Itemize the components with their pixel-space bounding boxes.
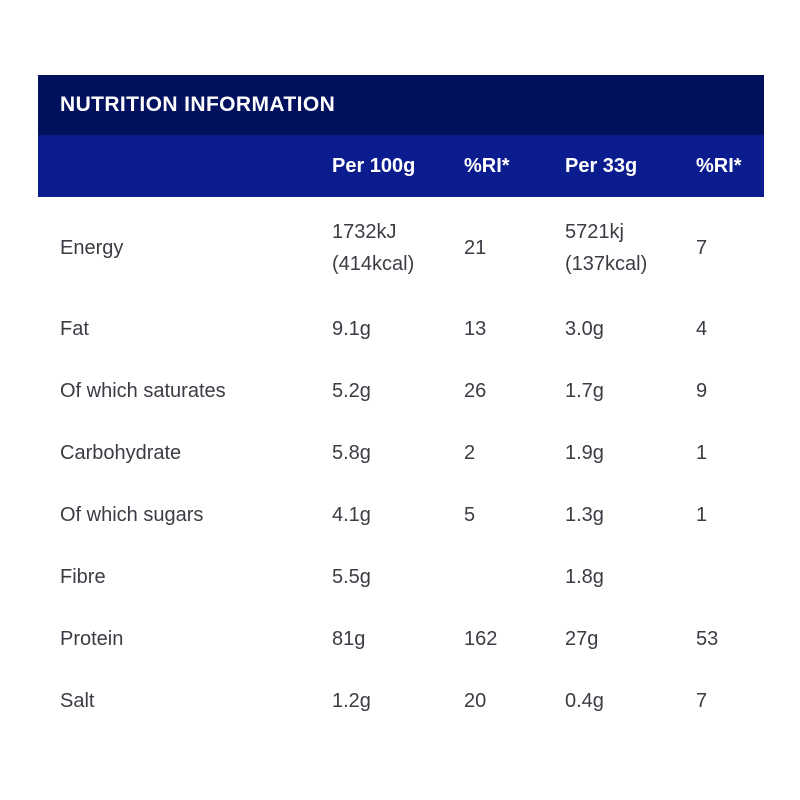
cell-per33g: 3.0g [565,318,604,340]
table-row-salt: Salt 1.2g 20 0.4g 7 [38,670,764,732]
cell-ri-33g: 1 [696,504,708,526]
row-label: Of which sugars [60,504,204,526]
cell-ri-33g: 4 [696,318,708,340]
cell-ri-100g: 21 [464,236,487,259]
cell-ri-33g: 53 [696,628,719,650]
cell-ri-33g: 7 [696,236,708,259]
row-label: Energy [60,236,124,259]
cell-per33g: 1.8g [565,566,604,588]
cell-ri-100g: 162 [464,628,498,650]
table-title: NUTRITION INFORMATION [60,93,336,116]
table-row-fat: Fat 9.1g 13 3.0g 4 [38,298,764,360]
table-row-saturates: Of which saturates 5.2g 26 1.7g 9 [38,360,764,422]
cell-ri-100g: 20 [464,690,487,712]
cell-per100g: 1.2g [332,690,371,712]
cell-ri-100g: 13 [464,318,487,340]
column-header-ri-100g: %RI* [464,155,510,177]
table-row-carbohydrate: Carbohydrate 5.8g 2 1.9g 1 [38,422,764,484]
cell-per33g: 1.9g [565,442,604,464]
cell-per33g: 1.3g [565,504,604,526]
row-label: Salt [60,690,95,712]
row-label: Fat [60,318,89,340]
cell-per100g: 5.2g [332,380,371,402]
table-row-protein: Protein 81g 162 27g 53 [38,608,764,670]
cell-per100g: 5.8g [332,442,371,464]
cell-per100g: 9.1g [332,318,371,340]
column-header-per100g: Per 100g [332,155,416,177]
cell-ri-33g: 1 [696,442,708,464]
column-header-row: Per 100g %RI* Per 33g %RI* [38,135,764,197]
row-label: Carbohydrate [60,442,182,464]
cell-per100g: 5.5g [332,566,371,588]
cell-per100g: 81g [332,628,366,650]
cell-ri-33g: 7 [696,690,708,712]
column-header-ri-33g: %RI* [696,155,742,177]
cell-per33g: 1.7g [565,380,604,402]
cell-per33g: 5721kj (137kcal) [565,220,648,275]
column-header-per33g: Per 33g [565,155,638,177]
cell-per33g: 27g [565,628,599,650]
table-row-sugars: Of which sugars 4.1g 5 1.3g 1 [38,484,764,546]
cell-ri-100g: 5 [464,504,476,526]
cell-per100g: 4.1g [332,504,371,526]
table-title-bar: NUTRITION INFORMATION [38,75,764,135]
table-row-fibre: Fibre 5.5g 1.8g [38,546,764,608]
cell-per100g: 1732kJ (414kcal) [332,220,415,275]
cell-ri-33g: 9 [696,380,708,402]
table-row-energy: Energy 1732kJ (414kcal) 21 5721kj (137kc… [38,197,764,298]
nutrition-table: NUTRITION INFORMATION Per 100g %RI* Per … [38,75,764,732]
cell-ri-100g: 26 [464,380,487,402]
row-label: Of which saturates [60,380,226,402]
row-label: Protein [60,628,124,650]
row-label: Fibre [60,566,106,588]
cell-ri-100g: 2 [464,442,476,464]
cell-per33g: 0.4g [565,690,604,712]
